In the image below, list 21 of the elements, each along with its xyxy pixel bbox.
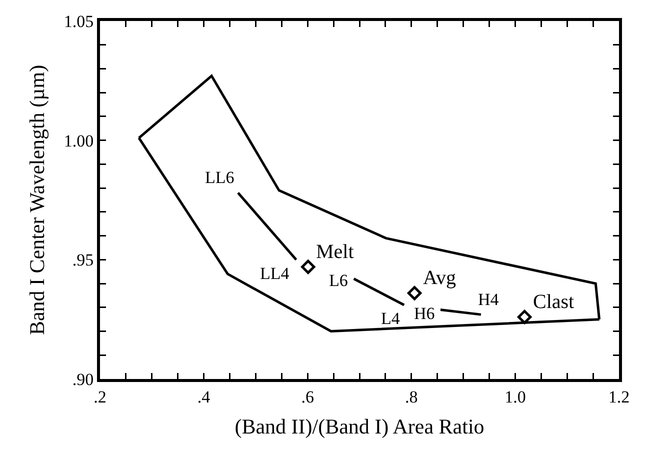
- annotation: H6: [414, 304, 435, 323]
- x-tick-label: 1.2: [608, 387, 630, 406]
- annotation: Melt: [316, 241, 354, 263]
- annotation: Avg: [423, 267, 456, 289]
- annotation: LL4: [260, 264, 290, 283]
- annotation: L6: [329, 271, 348, 290]
- x-tick-label: 1.0: [504, 387, 526, 406]
- x-axis-title: (Band II)/(Band I) Area Ratio: [234, 414, 484, 439]
- x-tick-label: .8: [405, 387, 418, 406]
- x-tick-label: .2: [94, 387, 106, 406]
- y-tick-label: .90: [72, 370, 94, 389]
- x-tick-label: .6: [301, 387, 314, 406]
- annotation: L4: [381, 309, 400, 328]
- y-tick-label: 1.00: [64, 131, 94, 150]
- y-tick-label: 1.05: [64, 12, 94, 31]
- annotation: LL6: [205, 168, 234, 187]
- annotation: Clast: [533, 291, 575, 313]
- y-tick-label: .95: [72, 250, 94, 270]
- annotation: H4: [478, 290, 500, 309]
- x-tick-label: .4: [197, 387, 211, 406]
- y-axis-title: Band I Center Wavelength (µm): [25, 64, 49, 336]
